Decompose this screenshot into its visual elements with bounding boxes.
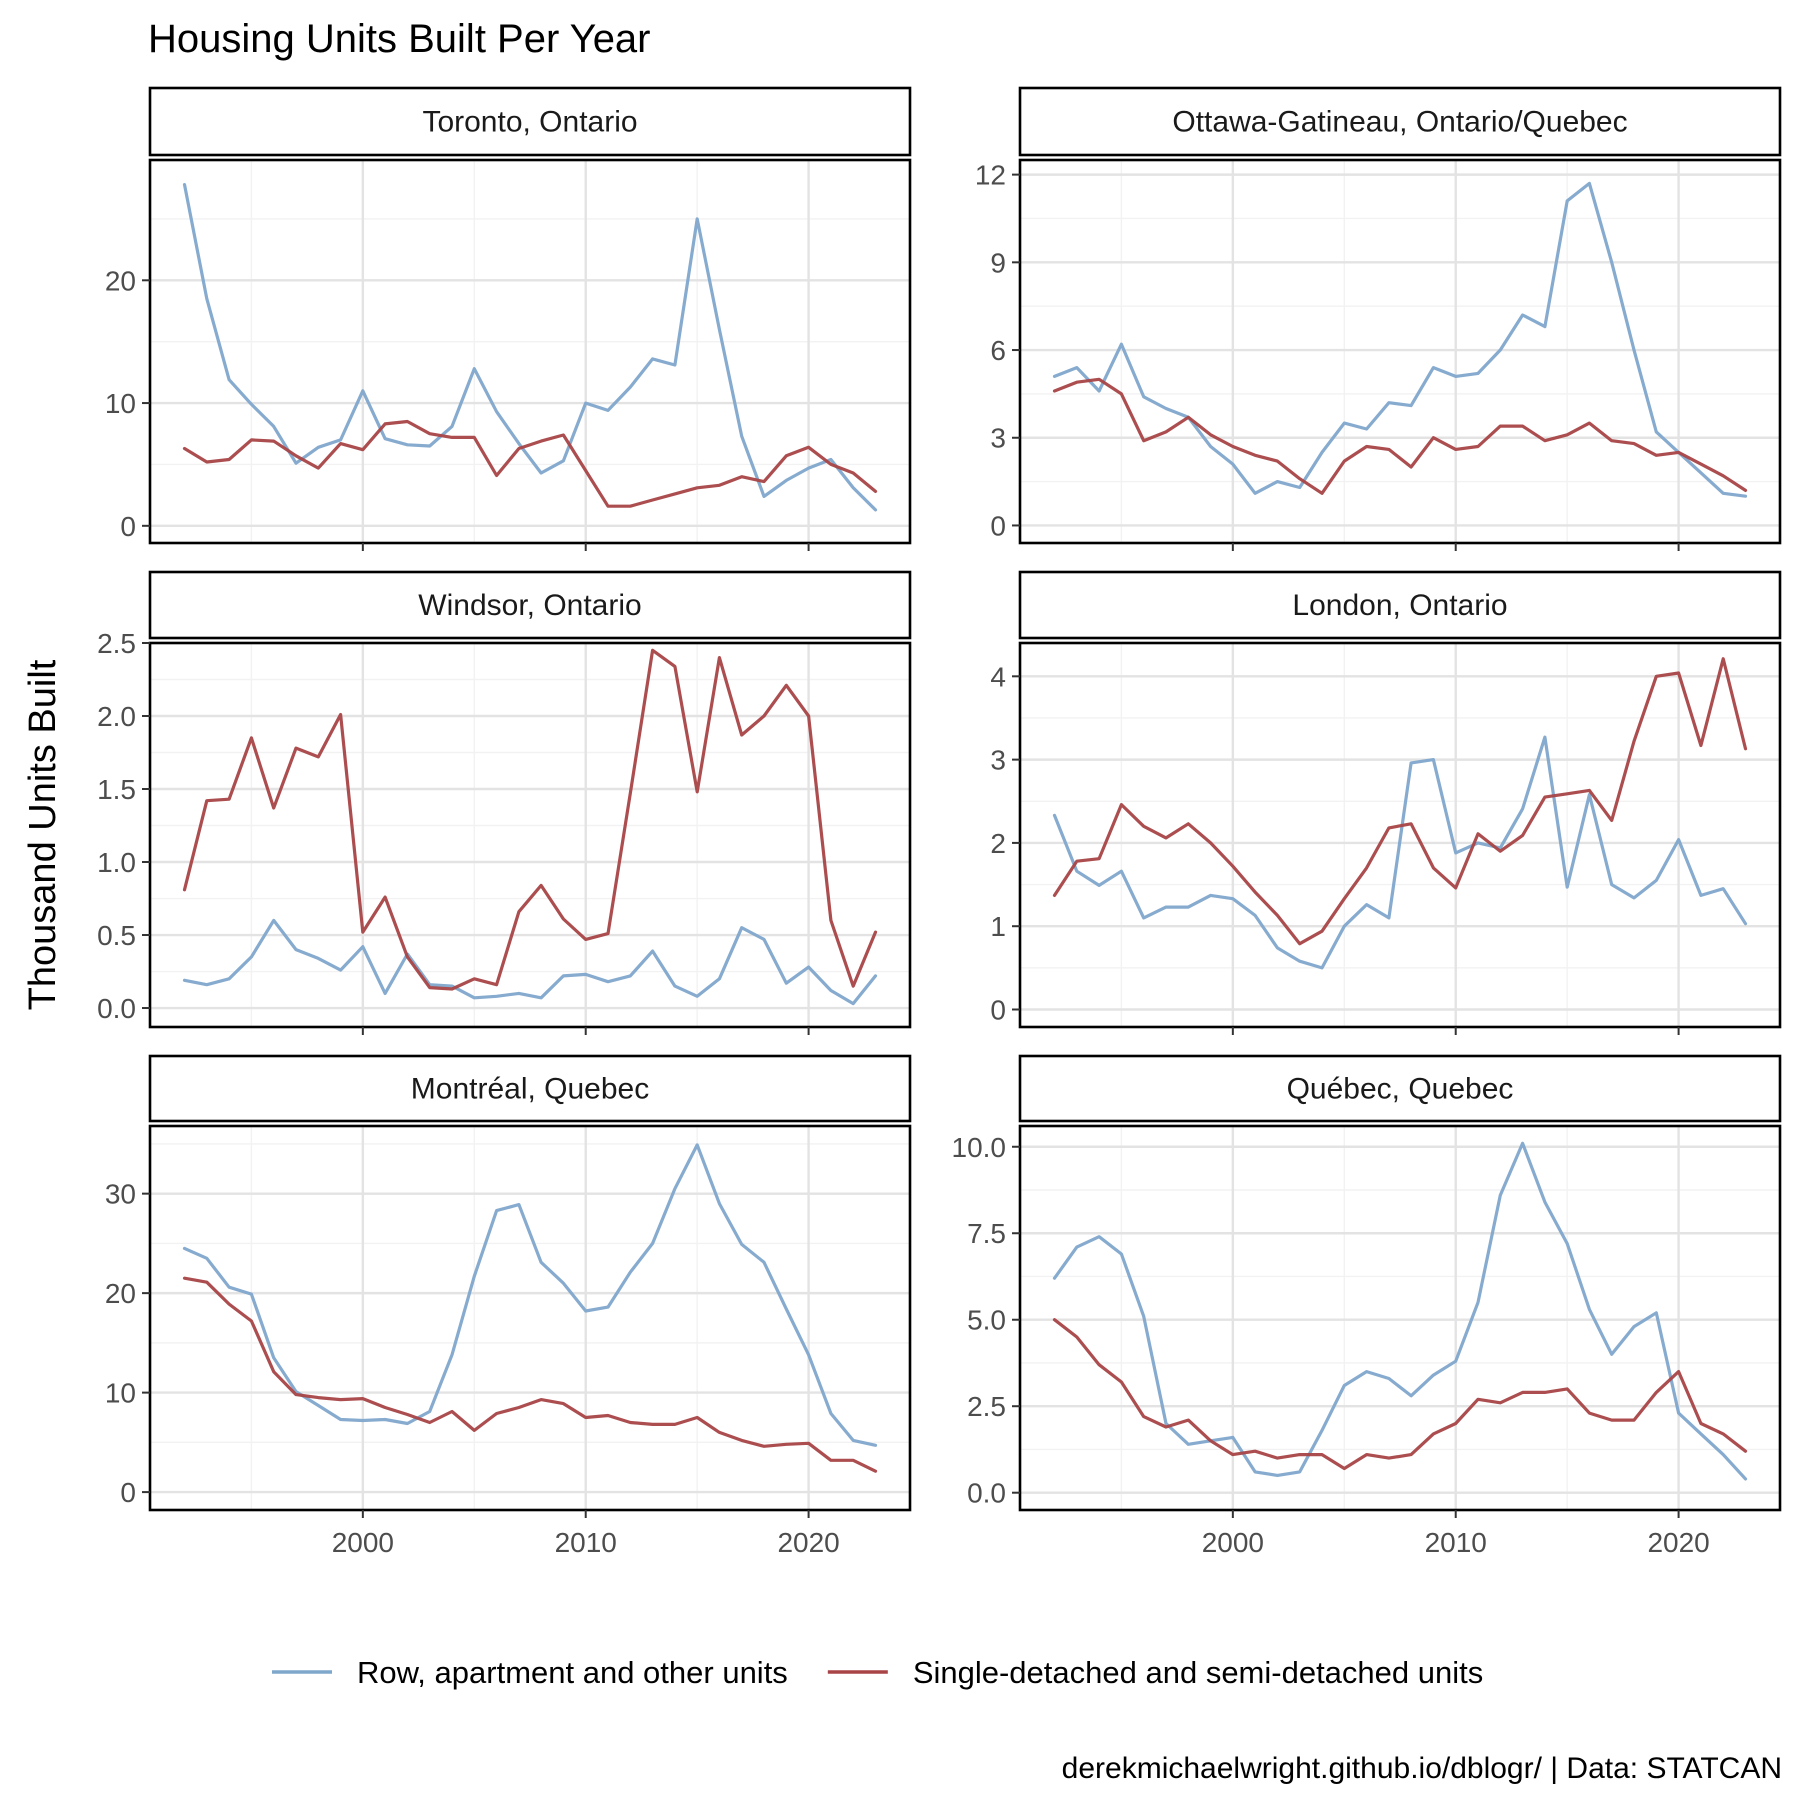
series-line (1052, 735, 1748, 970)
y-tick-label: 10 (105, 388, 136, 419)
y-tick-label: 12 (975, 160, 1006, 191)
facet-strip (148, 86, 912, 157)
facet-panel: Montréal, Quebec 0 10 20 30 2000 2010 2020 (105, 1054, 912, 1558)
y-tick-label: 5.0 (967, 1305, 1006, 1336)
facet-panel: Toronto, Ontario 0 10 20 (105, 86, 912, 551)
panel-border (148, 158, 912, 545)
facet-strip-label: London, Ontario (1292, 589, 1507, 622)
series-line (1052, 181, 1748, 498)
series-line (1052, 657, 1748, 946)
y-tick-label: 2.0 (97, 701, 136, 732)
y-tick-label: 2.5 (967, 1391, 1006, 1422)
y-tick-label: 2.5 (97, 628, 136, 659)
facet-strip-label: Toronto, Ontario (422, 106, 637, 139)
legend-label: Single-detached and semi-detached units (913, 1655, 1483, 1690)
x-tick-label: 2020 (777, 1527, 839, 1558)
panel-background (1020, 160, 1780, 543)
y-tick-label: 7.5 (967, 1218, 1006, 1249)
series-line (182, 918, 878, 1006)
panel-border (1018, 1124, 1782, 1512)
y-tick-label: 0.5 (97, 920, 136, 951)
series-line (1052, 377, 1748, 495)
facet-panel: Windsor, Ontario 0.0 0.5 1.0 1.5 2.0 2.5 (97, 570, 912, 1035)
facet-strip-label: Windsor, Ontario (418, 589, 641, 622)
y-tick-label: 0 (990, 995, 1006, 1026)
y-tick-label: 20 (105, 1278, 136, 1309)
x-tick-label: 2020 (1647, 1527, 1709, 1558)
legend-item: Row, apartment and other units (272, 1655, 788, 1690)
y-tick-label: 10.0 (952, 1132, 1007, 1163)
y-tick-label: 0.0 (97, 993, 136, 1024)
y-tick-label: 9 (990, 247, 1006, 278)
x-tick-label: 2000 (1202, 1527, 1264, 1558)
y-tick-label: 0 (120, 511, 136, 542)
y-tick-label: 6 (990, 335, 1006, 366)
series-line (182, 648, 878, 991)
series-line (182, 419, 878, 508)
facet-strip (1018, 1054, 1782, 1123)
series-line (182, 183, 878, 512)
legend-item: Single-detached and semi-detached units (827, 1655, 1483, 1690)
series-line (1052, 1318, 1748, 1471)
y-tick-label: 0 (120, 1477, 136, 1508)
facet-strip (148, 570, 912, 640)
x-tick-label: 2010 (555, 1527, 617, 1558)
facet-panel: London, Ontario 0 1 2 3 4 (990, 570, 1782, 1035)
y-axis-title: Thousand Units Built (22, 659, 64, 1010)
y-tick-label: 20 (105, 265, 136, 296)
facet-strip (148, 1054, 912, 1123)
series-line (182, 1276, 878, 1473)
y-tick-label: 30 (105, 1179, 136, 1210)
facet-strip-label: Québec, Quebec (1287, 1073, 1514, 1106)
panel-background (150, 160, 910, 543)
y-tick-label: 0.0 (967, 1478, 1006, 1509)
panel-background (150, 643, 910, 1027)
y-tick-label: 1.0 (97, 847, 136, 878)
y-tick-label: 1.5 (97, 774, 136, 805)
panel-border (148, 1124, 912, 1512)
facet-panel: Québec, Quebec 0.0 2.5 5.0 7.5 10.0 2000 2010 20… (952, 1054, 1782, 1558)
panel-border (1018, 158, 1782, 545)
y-tick-label: 3 (990, 423, 1006, 454)
legend-label: Row, apartment and other units (357, 1655, 788, 1690)
panel-background (1020, 1126, 1780, 1510)
x-tick-label: 2010 (1425, 1527, 1487, 1558)
facet-strip-label: Ottawa-Gatineau, Ontario/Quebec (1172, 106, 1627, 139)
y-tick-label: 3 (990, 745, 1006, 776)
facet-strip (1018, 86, 1782, 157)
y-tick-label: 2 (990, 828, 1006, 859)
panel-border (1018, 641, 1782, 1029)
x-tick-label: 2000 (332, 1527, 394, 1558)
y-tick-label: 4 (990, 661, 1006, 692)
panel-background (150, 1126, 910, 1510)
panel-border (148, 641, 912, 1029)
caption: derekmichaelwright.github.io/dblogr/ | D… (1062, 1752, 1782, 1785)
y-tick-label: 0 (990, 510, 1006, 541)
facet-strip (1018, 570, 1782, 640)
y-tick-label: 10 (105, 1378, 136, 1409)
legend: Row, apartment and other units Single-det… (272, 1655, 1483, 1690)
y-tick-label: 1 (990, 911, 1006, 942)
facet-strip-label: Montréal, Quebec (411, 1073, 649, 1106)
chart-title: Housing Units Built Per Year (148, 17, 651, 61)
facet-panel: Ottawa-Gatineau, Ontario/Quebec 0 3 6 9 12 (975, 86, 1782, 551)
